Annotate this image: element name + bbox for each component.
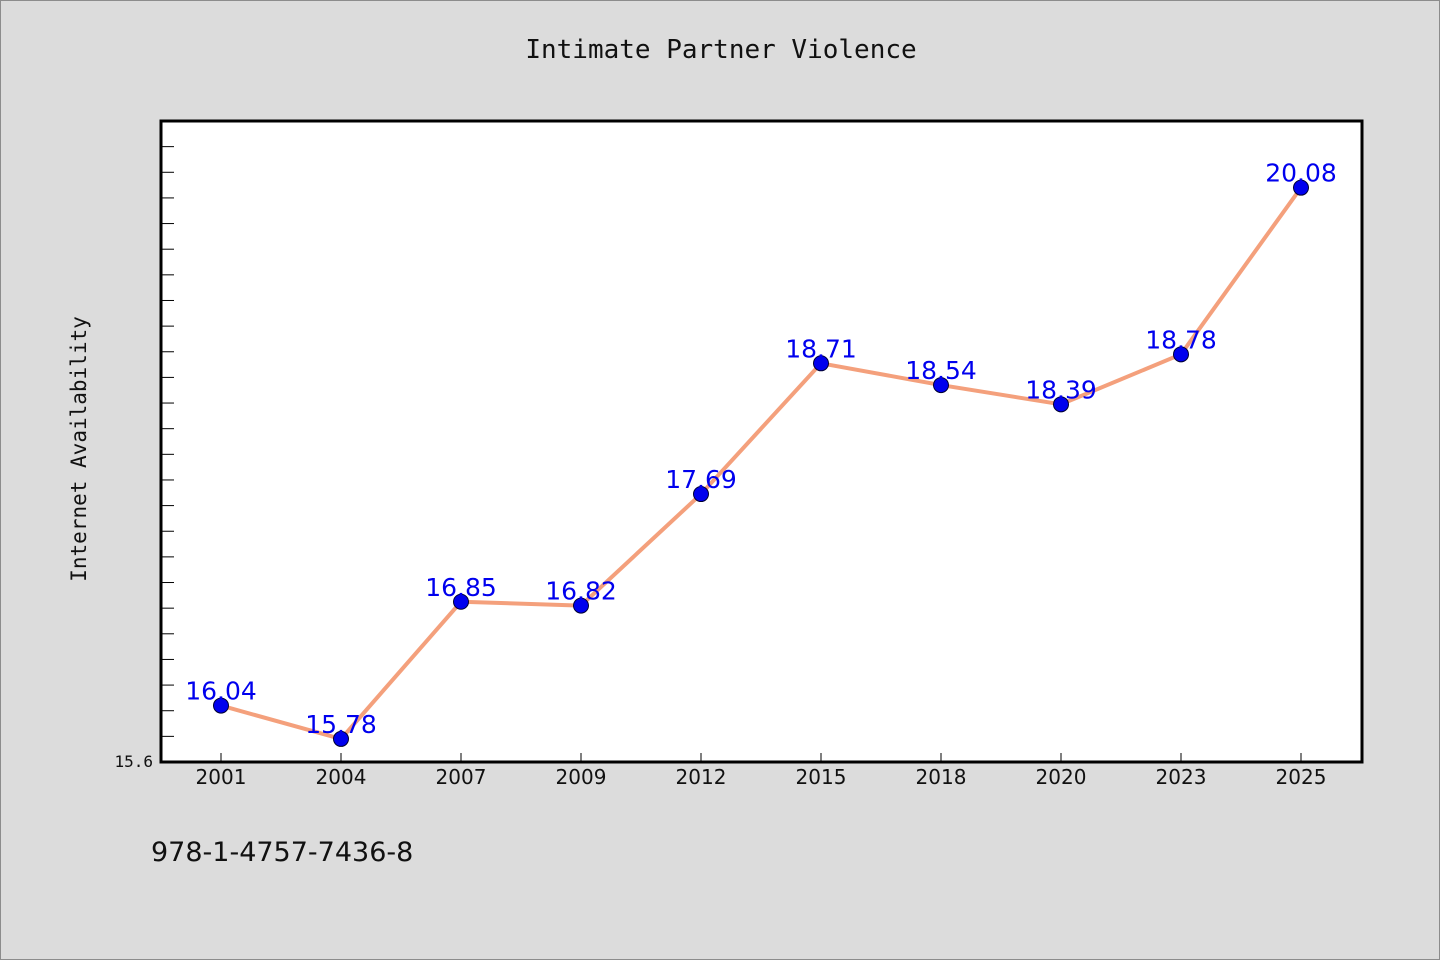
data-point <box>333 730 349 747</box>
y-axis-ticks <box>161 146 174 737</box>
data-point <box>813 355 829 372</box>
x-tick-label: 2001 <box>196 765 247 789</box>
footer-code: 978-1-4757-7436-8 <box>151 837 414 868</box>
data-point <box>573 597 589 614</box>
series-line <box>219 185 1303 741</box>
x-tick-label: 2025 <box>1276 765 1327 789</box>
data-point <box>1173 346 1189 363</box>
x-tick-label: 2004 <box>316 765 367 789</box>
data-label: 18.78 <box>1145 325 1217 354</box>
data-label: 18.39 <box>1025 375 1097 404</box>
x-tick-label: 2012 <box>676 765 727 789</box>
x-tick-label: 2007 <box>436 765 487 789</box>
chart-title: Intimate Partner Violence <box>525 35 917 65</box>
data-label: 17.69 <box>665 465 737 494</box>
data-label: 18.54 <box>905 356 977 385</box>
data-point <box>1293 179 1309 196</box>
data-label: 16.04 <box>185 677 257 706</box>
x-tick-label: 2015 <box>796 765 847 789</box>
data-label: 16.85 <box>425 573 497 602</box>
x-axis-ticks: 2001 2004 2007 2009 2012 2015 2018 2020 2023 2025 <box>196 753 1327 789</box>
y-axis-min-label: 15.6 <box>114 752 153 771</box>
data-label: 20.08 <box>1265 159 1337 188</box>
data-points <box>213 179 1309 747</box>
data-point <box>453 593 469 610</box>
data-point <box>693 486 709 503</box>
data-point <box>1053 396 1069 413</box>
x-tick-label: 2023 <box>1156 765 1207 789</box>
data-labels: 16.04 15.78 16.85 16.82 17.69 18.71 18.54 18.39… <box>185 159 1337 739</box>
x-tick-label: 2009 <box>556 765 607 789</box>
data-point <box>213 697 229 714</box>
data-label: 15.78 <box>305 710 377 739</box>
data-point <box>933 377 949 394</box>
x-tick-label: 2018 <box>916 765 967 789</box>
data-label: 18.71 <box>785 334 857 363</box>
plot-area <box>159 119 1364 764</box>
data-label: 16.82 <box>545 577 617 606</box>
x-tick-label: 2020 <box>1036 765 1087 789</box>
